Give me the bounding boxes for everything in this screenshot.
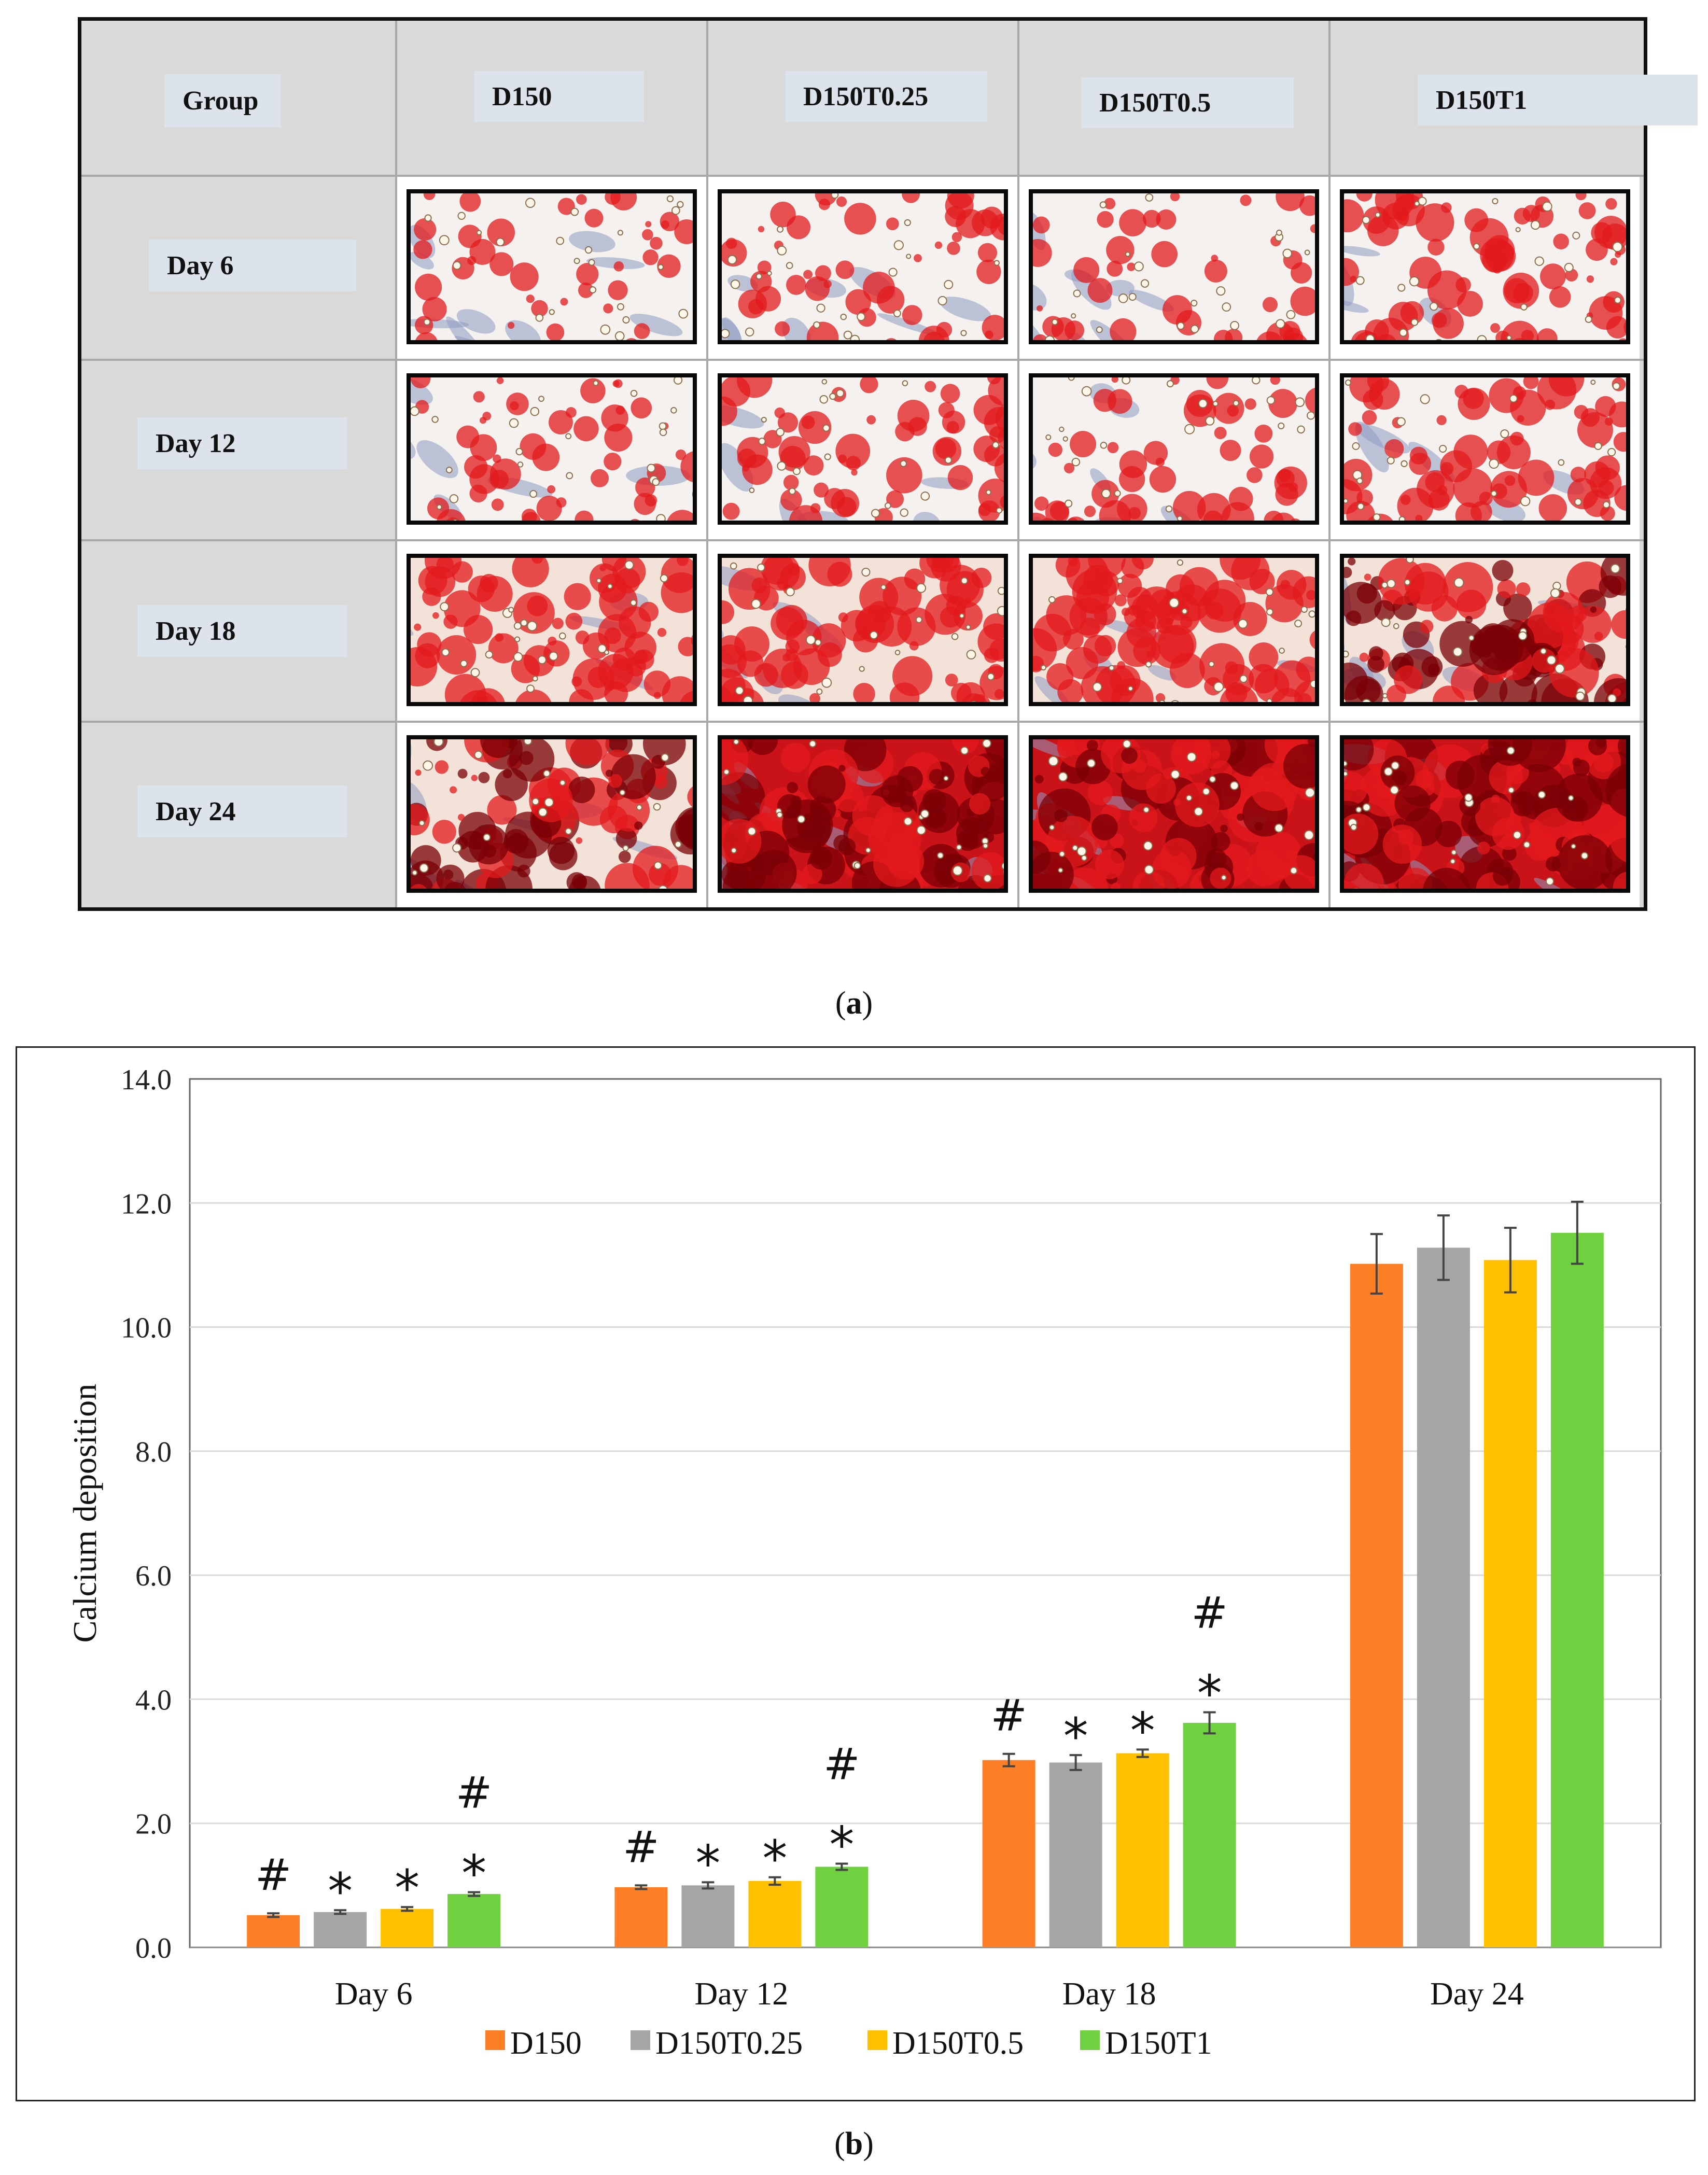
table-divider: [81, 359, 1644, 361]
y-tick-label: 8.0: [135, 1436, 172, 1468]
bar-d150t1-day12: [815, 1867, 869, 1947]
row-label-day24: Day 24: [137, 785, 347, 837]
caption-b: (b): [834, 2126, 874, 2162]
row-label-day12: Day 12: [137, 417, 347, 469]
micrograph-day12-d150t025: [718, 373, 1008, 525]
row-label-day6: Day 6: [149, 240, 356, 291]
micrograph-day6-d150t05: [1029, 189, 1319, 344]
legend-swatch: [485, 2030, 505, 2050]
micrograph-day24-d150t025: [718, 735, 1008, 893]
bar-d150-day12: [614, 1887, 668, 1947]
table-divider: [81, 721, 1644, 723]
y-tick-label: 2.0: [135, 1808, 172, 1841]
significance-star: *: [1197, 1665, 1222, 1723]
caption-a: (a): [835, 986, 873, 1021]
bar-d150t025-day24: [1417, 1247, 1470, 1947]
micrograph-day12-d150: [407, 373, 697, 525]
significance-hash: #: [456, 1767, 492, 1818]
micrograph-day6-d150: [407, 189, 697, 344]
significance-star: *: [1130, 1702, 1155, 1760]
table-divider: [81, 539, 1644, 541]
bar-d150t05-day24: [1483, 1260, 1537, 1947]
y-tick-label: 10.0: [121, 1312, 172, 1344]
micrograph-day18-d150t025: [718, 554, 1008, 706]
header-d150t05: D150T0.5: [1081, 77, 1294, 128]
significance-star: *: [328, 1862, 353, 1920]
bar-d150-day6: [247, 1915, 300, 1947]
legend-label: D150: [510, 2026, 582, 2061]
significance-hash: #: [623, 1821, 659, 1872]
table-divider: [1328, 21, 1331, 907]
header-d150t1: D150T1: [1418, 75, 1698, 125]
micrograph-day24-d150t1: [1340, 735, 1630, 893]
micrograph-day6-d150t1: [1340, 189, 1630, 344]
legend-label: D150T0.25: [655, 2026, 803, 2061]
legend-label: D150T0.5: [892, 2026, 1024, 2061]
bar-d150t025-day18: [1049, 1762, 1102, 1947]
x-category-label: Day 6: [335, 1976, 413, 2012]
significance-hash: #: [1191, 1588, 1227, 1638]
y-tick-label: 0.0: [135, 1932, 172, 1964]
bar-d150t1-day6: [447, 1894, 501, 1947]
staining-table: Group D150 D150T0.25 D150T0.5 D150T1 Day…: [78, 17, 1698, 911]
micrograph-day12-d150t1: [1340, 373, 1630, 525]
y-tick-label: 14.0: [121, 1064, 172, 1096]
bar-d150t05-day6: [381, 1909, 434, 1947]
header-d150: D150: [474, 71, 644, 122]
bar-d150t025-day12: [681, 1885, 735, 1947]
legend-swatch: [631, 2030, 650, 2050]
x-category-label: Day 24: [1430, 1976, 1524, 2012]
bar-d150t05-day12: [748, 1881, 802, 1947]
legend-swatch: [1080, 2030, 1100, 2050]
bar-d150-day18: [982, 1760, 1035, 1947]
micrograph-day18-d150: [407, 554, 697, 706]
bar-d150t1-day24: [1550, 1232, 1604, 1947]
bar-d150-day24: [1350, 1264, 1403, 1947]
plot-area: [189, 1078, 1662, 1948]
micrograph-day12-d150t05: [1029, 373, 1319, 525]
significance-star: *: [695, 1834, 720, 1892]
table-divider: [706, 21, 708, 907]
header-d150t025: D150T0.25: [785, 71, 987, 122]
significance-star: *: [1063, 1707, 1088, 1765]
significance-hash: #: [990, 1690, 1027, 1741]
bar-d150t05-day18: [1116, 1753, 1169, 1947]
legend-label: D150T1: [1105, 2026, 1212, 2061]
y-tick-label: 4.0: [135, 1684, 172, 1716]
y-axis-label: Calcium deposition: [66, 1384, 103, 1643]
micrograph-day24-d150t05: [1029, 735, 1319, 893]
row-label-day18: Day 18: [137, 605, 347, 657]
significance-star: *: [762, 1830, 787, 1888]
x-category-label: Day 12: [694, 1976, 788, 2012]
y-tick-label: 6.0: [135, 1560, 172, 1592]
calcium-chart: 0.0 2.0 4.0 6.0 8.0 10.0 12.0 14.0 Calcium depos…: [66, 1064, 1662, 2061]
micrograph-day18-d150t1: [1340, 554, 1630, 706]
significance-hash: #: [255, 1849, 291, 1900]
table-divider: [81, 175, 1644, 177]
table-divider: [1017, 21, 1019, 907]
bar-d150t1-day18: [1183, 1722, 1236, 1947]
significance-star: *: [395, 1859, 419, 1917]
micrograph-day18-d150t05: [1029, 554, 1319, 706]
legend-swatch: [867, 2030, 887, 2050]
table-divider: [395, 21, 397, 907]
significance-hash: #: [823, 1738, 860, 1789]
bar-d150t025-day6: [314, 1912, 367, 1947]
chart-frame: 0.0 2.0 4.0 6.0 8.0 10.0 12.0 14.0 Calcium depos…: [16, 1046, 1696, 2101]
significance-star: *: [829, 1816, 854, 1874]
micrograph-day6-d150t025: [718, 189, 1008, 344]
significance-star: *: [461, 1845, 486, 1903]
header-group: Group: [164, 74, 281, 128]
y-tick-label: 12.0: [121, 1188, 172, 1220]
x-category-label: Day 18: [1062, 1976, 1156, 2012]
micrograph-day24-d150: [407, 735, 697, 893]
